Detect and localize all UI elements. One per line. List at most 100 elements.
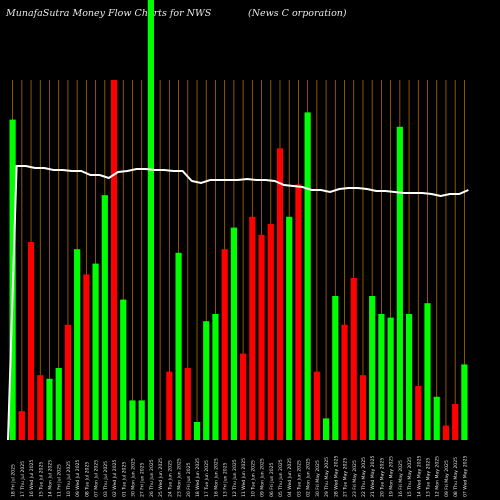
x-tick-label: 01 Tue Jul 2025 bbox=[121, 462, 127, 497]
money-flow-bar bbox=[452, 404, 459, 440]
x-tick-label: 10 Tue Jun 2025 bbox=[250, 460, 256, 497]
x-tick-label: 17 Thu Jul 2025 bbox=[20, 461, 26, 497]
x-tick-label: 03 Tue Jun 2025 bbox=[296, 460, 302, 497]
x-tick-label: 13 Tue May 2025 bbox=[426, 458, 432, 497]
money-flow-bar bbox=[37, 375, 44, 440]
money-flow-bar bbox=[267, 224, 274, 440]
money-flow-bar bbox=[27, 242, 35, 440]
money-flow-bar bbox=[18, 411, 25, 440]
x-tick-label: 09 Fri May 2025 bbox=[444, 460, 450, 497]
money-flow-bar bbox=[341, 324, 348, 440]
money-flow-bar bbox=[461, 364, 468, 440]
x-tick-label: 28 Wed May 2025 bbox=[333, 455, 339, 497]
x-tick-label: 20 Tue May 2025 bbox=[379, 458, 385, 497]
x-tick-label: 06 Fri Jun 2025 bbox=[269, 462, 275, 497]
x-tick-label: 20 Fri Jun 2025 bbox=[186, 462, 192, 497]
x-tick-label: 12 Mon May 2025 bbox=[435, 456, 441, 497]
money-flow-bar bbox=[240, 353, 247, 440]
x-tick-label: 11 Fri Jul 2025 bbox=[57, 464, 63, 497]
money-flow-bar bbox=[433, 396, 440, 440]
money-flow-bar bbox=[396, 126, 403, 441]
x-tick-label: 16 Mon Jun 2025 bbox=[214, 458, 220, 497]
money-flow-bar bbox=[74, 249, 81, 440]
money-flow-bar bbox=[110, 80, 118, 440]
money-flow-bar bbox=[295, 184, 302, 440]
x-tick-label: 07 Wed May 2025 bbox=[462, 455, 468, 497]
money-flow-bar bbox=[442, 425, 450, 440]
x-tick-label: 11 Wed Jun 2025 bbox=[241, 458, 247, 497]
money-flow-bar bbox=[230, 227, 237, 440]
x-tick-label: 03 Thu Jul 2025 bbox=[103, 461, 109, 497]
x-tick-label: 15 Thu May 2025 bbox=[407, 457, 413, 497]
money-flow-bar bbox=[350, 278, 357, 440]
x-tick-label: 04 Wed Jun 2025 bbox=[287, 458, 293, 497]
x-tick-label: 17 Tue Jun 2025 bbox=[204, 460, 210, 497]
x-tick-label: 14 Wed May 2025 bbox=[416, 455, 422, 497]
money-flow-bar bbox=[92, 263, 99, 440]
money-flow-bar bbox=[378, 314, 385, 440]
x-tick-label: 23 Mon Jun 2025 bbox=[177, 458, 183, 497]
money-flow-bar bbox=[221, 249, 228, 440]
chart-subtitle: (News C orporation) bbox=[248, 8, 347, 19]
x-tick-label: 19 Mon May 2025 bbox=[389, 456, 395, 497]
x-tick-label: 08 Tue Jul 2025 bbox=[84, 462, 90, 497]
x-tick-label: 21 Wed May 2025 bbox=[370, 455, 376, 497]
money-flow-bar bbox=[359, 375, 367, 440]
money-flow-bar bbox=[387, 317, 394, 440]
money-flow-bar bbox=[46, 378, 53, 440]
money-flow-bar bbox=[166, 371, 173, 440]
x-tick-label: 23 Fri May 2025 bbox=[352, 460, 358, 497]
money-flow-bar bbox=[138, 400, 145, 440]
money-flow-bar bbox=[369, 296, 376, 440]
x-tick-label: 13 Fri Jun 2025 bbox=[223, 462, 229, 497]
x-tick-label: 26 Thu Jun 2025 bbox=[149, 459, 155, 497]
money-flow-bar bbox=[101, 195, 108, 440]
price-line bbox=[7, 165, 469, 441]
x-tick-label: 29 Thu May 2025 bbox=[324, 457, 330, 497]
x-tick-label: 30 Fri May 2025 bbox=[315, 460, 321, 497]
money-flow-bar bbox=[203, 321, 210, 440]
money-flow-bar bbox=[120, 299, 127, 440]
money-flow-bar bbox=[83, 274, 90, 440]
money-flow-bar bbox=[258, 234, 265, 440]
money-flow-bar bbox=[193, 422, 201, 440]
x-tick-label: 15 Tue Jul 2025 bbox=[38, 462, 44, 497]
x-tick-label: 25 Wed Jun 2025 bbox=[158, 458, 164, 497]
x-tick-label: 30 Mon Jun 2025 bbox=[131, 458, 137, 497]
money-flow-bar bbox=[332, 296, 339, 440]
money-flow-bar bbox=[313, 371, 320, 440]
x-tick-label: 08 Thu May 2025 bbox=[453, 457, 459, 497]
chart-title: MunafaSutra Money Flow Charts for NWS bbox=[6, 8, 212, 19]
x-tick-label: 16 Wed Jul 2025 bbox=[29, 459, 35, 497]
x-tick-label: 14 Mon Jul 2025 bbox=[48, 460, 54, 497]
money-flow-bar bbox=[212, 314, 219, 440]
x-tick-label: 02 Mon Jun 2025 bbox=[306, 458, 312, 497]
x-tick-label: 09 Wed Jul 2025 bbox=[75, 459, 81, 497]
money-flow-bar bbox=[286, 216, 293, 440]
x-tick-label: 02 Wed Jul 2025 bbox=[112, 459, 118, 497]
x-tick-label: 07 Mon Jul 2025 bbox=[94, 460, 100, 497]
x-tick-label: 27 Tue May 2025 bbox=[343, 458, 349, 497]
money-flow-bar bbox=[147, 0, 155, 440]
x-tick-label: 09 Mon Jun 2025 bbox=[260, 458, 266, 497]
x-tick-label: 18 Wed Jun 2025 bbox=[195, 458, 201, 497]
x-tick-label: 12 Thu Jun 2025 bbox=[232, 459, 238, 497]
money-flow-bar bbox=[55, 368, 62, 440]
money-flow-bar bbox=[304, 112, 311, 441]
x-tick-label: 24 Tue Jun 2025 bbox=[167, 460, 173, 497]
money-flow-bar bbox=[184, 368, 191, 440]
x-tick-label: 18 Fri Jul 2025 bbox=[11, 464, 17, 497]
x-tick-label: 05 Thu Jun 2025 bbox=[278, 459, 284, 497]
x-tick-label: 16 Fri May 2025 bbox=[398, 460, 404, 497]
money-flow-bar bbox=[405, 314, 413, 440]
money-flow-bar bbox=[322, 418, 330, 440]
money-flow-bar bbox=[276, 148, 284, 440]
money-flow-bar bbox=[424, 303, 431, 440]
money-flow-bar bbox=[129, 400, 136, 440]
x-tick-label: 27 Fri Jun 2025 bbox=[140, 462, 146, 497]
money-flow-bar bbox=[415, 386, 422, 440]
money-flow-bar bbox=[249, 216, 256, 440]
money-flow-bar bbox=[64, 324, 72, 440]
